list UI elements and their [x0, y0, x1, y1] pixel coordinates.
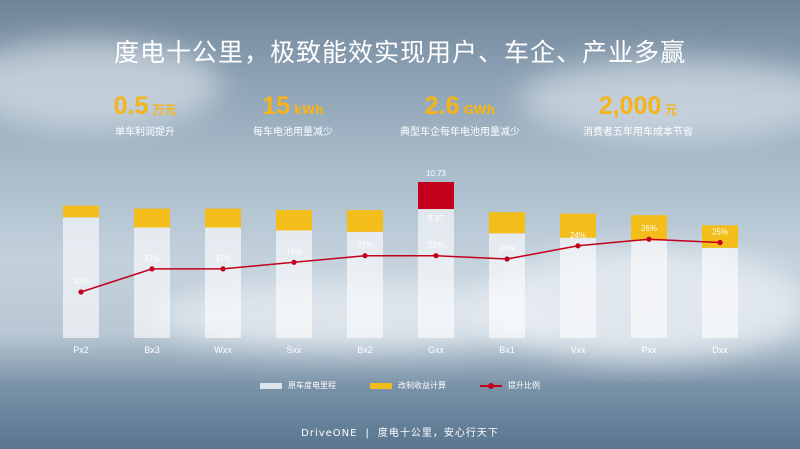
kpi-value: 2.6 — [424, 92, 460, 120]
bar-total-label: 10.73 — [426, 169, 447, 178]
bar-base-bx3 — [134, 227, 170, 338]
ratio-label: 20% — [499, 244, 515, 253]
ratio-line — [80, 238, 721, 293]
bar-gain-bx3 — [134, 208, 170, 228]
kpi-unit: kWh — [294, 103, 324, 117]
page-title: 度电十公里，极致能效实现用户、车企、产业多赢 — [113, 38, 686, 67]
cloud-decoration — [520, 60, 800, 140]
x-tick-label: Wxx — [214, 345, 232, 355]
kpi-consumer-saving: 2,000 元 消费者五年用车成本节省 — [553, 92, 723, 138]
legend-label: 改制收益计算 — [398, 381, 446, 390]
sea-background — [0, 382, 800, 449]
bar-base-pxx — [631, 240, 667, 338]
ratio-point — [220, 266, 226, 272]
kpi-profit: 0.5 万元 单车利润提升 — [60, 92, 230, 138]
kpi-value: 0.5 — [113, 92, 149, 120]
ratio-point — [433, 253, 439, 259]
footer: DriveONE | 度电十公里，安心行天下 — [0, 424, 800, 439]
kpi-desc: 典型车企每年电池用量减少 — [400, 127, 520, 138]
legend-item-base: 原车度电里程 — [260, 380, 336, 391]
x-tick-label: Bx3 — [144, 345, 160, 355]
bar-base-vxx — [560, 237, 596, 338]
bar-gain-sxx — [276, 210, 312, 231]
ratio-label: 26% — [641, 224, 657, 233]
x-tick-label: Px2 — [73, 345, 89, 355]
cloud-decoration — [0, 40, 220, 130]
bar-base-label: 8.87 — [428, 214, 444, 223]
ratio-point — [646, 236, 652, 242]
legend-swatch — [480, 382, 502, 389]
ratio-point — [291, 259, 297, 265]
x-tick-label: Bx2 — [357, 345, 373, 355]
kpi-value: 2,000 — [598, 92, 662, 120]
ratio-point — [717, 239, 723, 246]
footer-slogan: 度电十公里，安心行天下 — [377, 428, 499, 439]
x-tick-label: Bx1 — [499, 345, 515, 355]
bar-gain-bx1 — [489, 212, 525, 234]
kpi-desc: 消费者五年用车成本节省 — [583, 127, 693, 138]
x-tick-label: Gxx — [428, 345, 445, 355]
bar-gain-gxx — [418, 182, 454, 210]
ratio-label: 17% — [144, 254, 160, 263]
ratio-point — [78, 289, 84, 295]
legend-swatch — [370, 382, 392, 389]
ratio-label: 17% — [215, 254, 231, 263]
ratio-label: 19% — [286, 247, 302, 256]
ratio-label: 21% — [428, 241, 444, 250]
bar-gain-vxx — [560, 213, 596, 238]
ratio-label: 24% — [570, 231, 586, 240]
bar-base-gxx — [418, 209, 454, 338]
bar-gain-pxx — [631, 215, 667, 241]
bar-gain-wxx — [205, 208, 241, 228]
ratio-point — [149, 266, 155, 272]
x-tick-label: Sxx — [286, 345, 302, 355]
ratio-point — [504, 256, 510, 262]
legend-item-ratio: 提升比例 — [480, 380, 540, 391]
bar-base-px2 — [63, 217, 99, 338]
legend-label: 原车度电里程 — [288, 381, 336, 390]
x-tick-label: Vxx — [570, 345, 586, 355]
ratio-label: 25% — [712, 228, 728, 237]
kpi-desc: 每车电池用量减少 — [253, 127, 333, 138]
legend-label: 提升比例 — [508, 381, 540, 390]
ratio-label: 21% — [357, 241, 373, 250]
footer-separator: | — [365, 428, 370, 439]
bar-base-dxx — [702, 247, 738, 338]
kpi-unit: 万元 — [152, 103, 177, 117]
bar-base-bx1 — [489, 233, 525, 338]
bar-gain-px2 — [63, 205, 99, 218]
ratio-point — [362, 253, 368, 259]
x-tick-label: Dxx — [712, 345, 728, 355]
kpi-value: 15 — [262, 92, 291, 120]
bar-base-wxx — [205, 227, 241, 338]
kpi-unit: 元 — [665, 103, 678, 117]
kpi-battery-per-car: 15 kWh 每车电池用量减少 — [208, 92, 378, 138]
kpi-desc: 单车利润提升 — [115, 127, 175, 138]
x-tick-label: Pxx — [641, 345, 657, 355]
legend-item-gain: 改制收益计算 — [370, 380, 446, 391]
chart-legend: 原车度电里程 改制收益计算 提升比例 — [0, 380, 800, 391]
ratio-label: 10% — [73, 277, 89, 286]
footer-brand: DriveONE — [301, 428, 358, 439]
bar-gain-bx2 — [347, 210, 383, 232]
bar-base-sxx — [276, 230, 312, 338]
kpi-battery-per-year: 2.6 GWh 典型车企每年电池用量减少 — [375, 92, 545, 138]
ratio-point — [575, 243, 581, 249]
bar-base-bx2 — [347, 231, 383, 338]
kpi-unit: GWh — [463, 103, 496, 117]
legend-swatch — [260, 382, 282, 389]
